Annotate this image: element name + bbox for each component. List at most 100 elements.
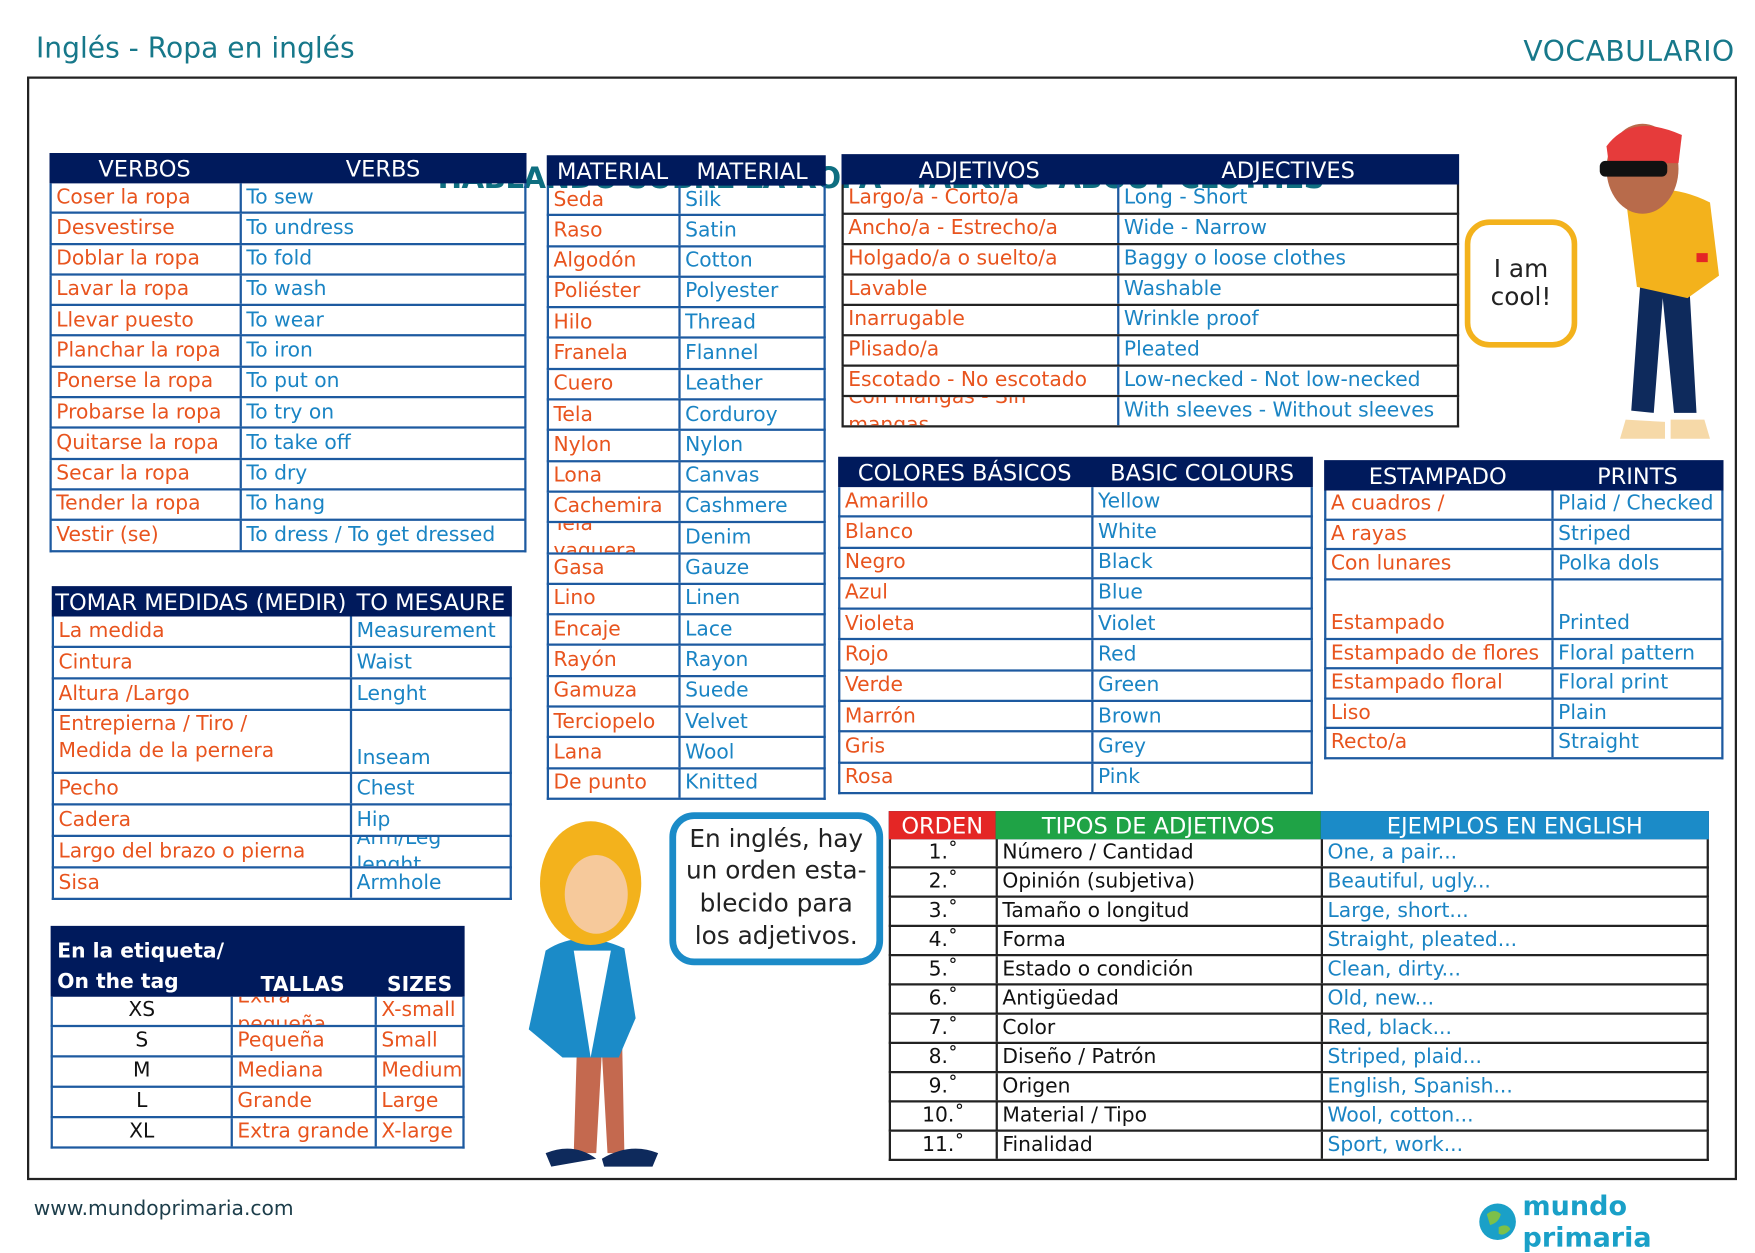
table-cell: Brown [1098,703,1162,728]
table-cell: Blanco [840,517,1094,547]
table-cell: To wear [246,307,324,332]
table-row: Gris Grey [838,732,1313,764]
table-cell: Plaid / Checked [1558,491,1714,516]
table-cell: Rosa [840,763,1094,792]
table-cell: 9.˚ [891,1073,998,1101]
table-cell: Vestir (se) [52,521,242,550]
table-cell: Franela [549,339,681,368]
table-row: 4.˚ Forma Straight, pleated... [888,927,1709,957]
table-row: Tender la ropa To hang [49,490,527,522]
table-cell: Plisado/a [844,336,1120,365]
table-cell: Washable [1123,277,1222,301]
table-cell: Measurement [356,618,496,643]
globe-icon [1479,1203,1516,1241]
table-cell: Gasa [549,554,681,583]
table-cell: Doblar la ropa [52,244,242,274]
table-cell: Estampado de flores [1326,639,1554,668]
table-cell: To try on [246,400,335,424]
table-cell: Largo/a - Corto/a [844,184,1120,213]
table-cell: Red [1098,642,1137,666]
table-row: Algodón Cotton [546,247,826,278]
table-row: A cuadros / Plaid / Checked [1324,490,1724,521]
table-cell: Wide - Narrow [1123,216,1267,241]
table-cell: Sisa [54,868,353,898]
table-row: Largo del brazo o pierna Arm/Leg lenght [51,837,512,869]
table-cell: Thread [685,310,756,334]
cool-speech-bubble: I am cool! [1464,219,1578,348]
table-row: Negro Black [838,548,1313,580]
material-table: MATERIAL MATERIAL Seda Silk Raso Satin Algodón… [546,155,826,800]
table-cell: Gauze [685,555,750,580]
table-cell: Medium [381,1059,463,1083]
table-cell: Lavar la ropa [52,275,242,304]
table-cell: Planchar la ropa [52,336,242,366]
table-row: Cintura Waist [51,648,512,680]
table-row: Doblar la ropa To fold [49,244,527,276]
table-cell: Pink [1098,765,1140,789]
table-cell: White [1098,519,1157,544]
table-cell: Extra pequeña [233,996,377,1025]
table-cell: 4.˚ [891,927,998,954]
table-row: 1.˚ Número / Cantidad One, a pair... [888,839,1709,869]
table-row: Cadera Hip [51,805,512,837]
table-cell: Estado o condición [998,956,1323,984]
order-header: ORDEN TIPOS DE ADJETIVOS EJEMPLOS EN ENGLI… [888,811,1709,840]
table-cell: Cuero [549,369,681,399]
measures-table: TOMAR MEDIDAS (MEDIR) TO MESAURE La medida… [51,586,512,900]
table-cell: Wool, cotton... [1327,1103,1474,1128]
table-cell: Hilo [549,308,681,337]
table-cell: Desvestirse [52,214,242,243]
table-cell: Arm/Leg lenght [356,837,442,867]
table-cell: Marrón [840,702,1094,731]
column-header: COLORES BÁSICOS [857,458,1072,486]
table-cell: Cintura [54,648,353,678]
table-row: 9.˚ Origen English, Spanish... [888,1073,1709,1103]
table-cell: Flannel [685,340,759,365]
table-cell: Terciopelo [549,707,681,737]
table-cell: 5.˚ [891,956,998,984]
table-cell: Gamuza [549,676,681,706]
adjectives-header: ADJETIVOS ADJECTIVES [841,154,1460,185]
table-row: 5.˚ Estado o condición Clean, dirty... [888,956,1709,986]
column-header: ORDEN [888,811,996,840]
table-row: Sisa Armhole [51,868,512,900]
table-cell: Con lunares [1326,550,1554,578]
table-row: Rosa Pink [838,763,1313,795]
table-cell: Blue [1098,580,1143,605]
table-cell: Cotton [685,248,753,273]
table-cell: Antigüedad [998,985,1323,1013]
column-header: VERBOS [98,154,191,182]
table-cell: To iron [246,338,313,363]
table-cell: Coser la ropa [52,183,242,212]
table-row: Vestir (se) To dress / To get dressed [49,521,527,552]
table-row: Inarrugable Wrinkle proof [841,306,1460,337]
table-cell: Lana [549,738,681,767]
table-row: Verde Green [838,671,1313,703]
adjective-order-table: ORDEN TIPOS DE ADJETIVOS EJEMPLOS EN ENGLI… [888,811,1709,1161]
prints-table: ESTAMPADO PRINTS A cuadros / Plaid / Checke… [1324,460,1724,759]
table-cell: Gris [840,732,1094,762]
table-cell: To undress [246,215,355,240]
table-cell: With sleeves - Without sleeves [1123,398,1435,423]
table-cell: Finalidad [998,1131,1323,1159]
table-row: Ponerse la ropa To put on [49,367,527,399]
table-cell: Tender la ropa [52,490,242,519]
table-cell: Sport, work... [1327,1132,1464,1157]
table-cell: S [53,1027,233,1056]
table-cell: Striped, plaid... [1327,1044,1482,1069]
table-row: Entrepierna / Tiro / Medida de la perner… [51,711,512,774]
table-row: Terciopelo Velvet [546,707,826,739]
table-cell: Printed [1558,611,1631,635]
table-row: Lino Linen [546,584,826,616]
table-cell: De punto [549,769,681,798]
table-cell: Mediana [233,1057,377,1086]
table-row: Violeta Violet [838,609,1313,641]
table-row: 3.˚ Tamaño o longitud Large, short... [888,897,1709,927]
colours-header: COLORES BÁSICOS BASIC COLOURS [838,456,1313,488]
table-cell: To hang [246,492,326,516]
website-url[interactable]: www.mundoprimaria.com [33,1197,294,1221]
table-cell: Grande [233,1087,377,1116]
table-cell: Baggy o loose clothes [1123,246,1346,271]
table-cell: Long - Short [1123,186,1248,210]
table-cell: Knitted [685,770,759,795]
